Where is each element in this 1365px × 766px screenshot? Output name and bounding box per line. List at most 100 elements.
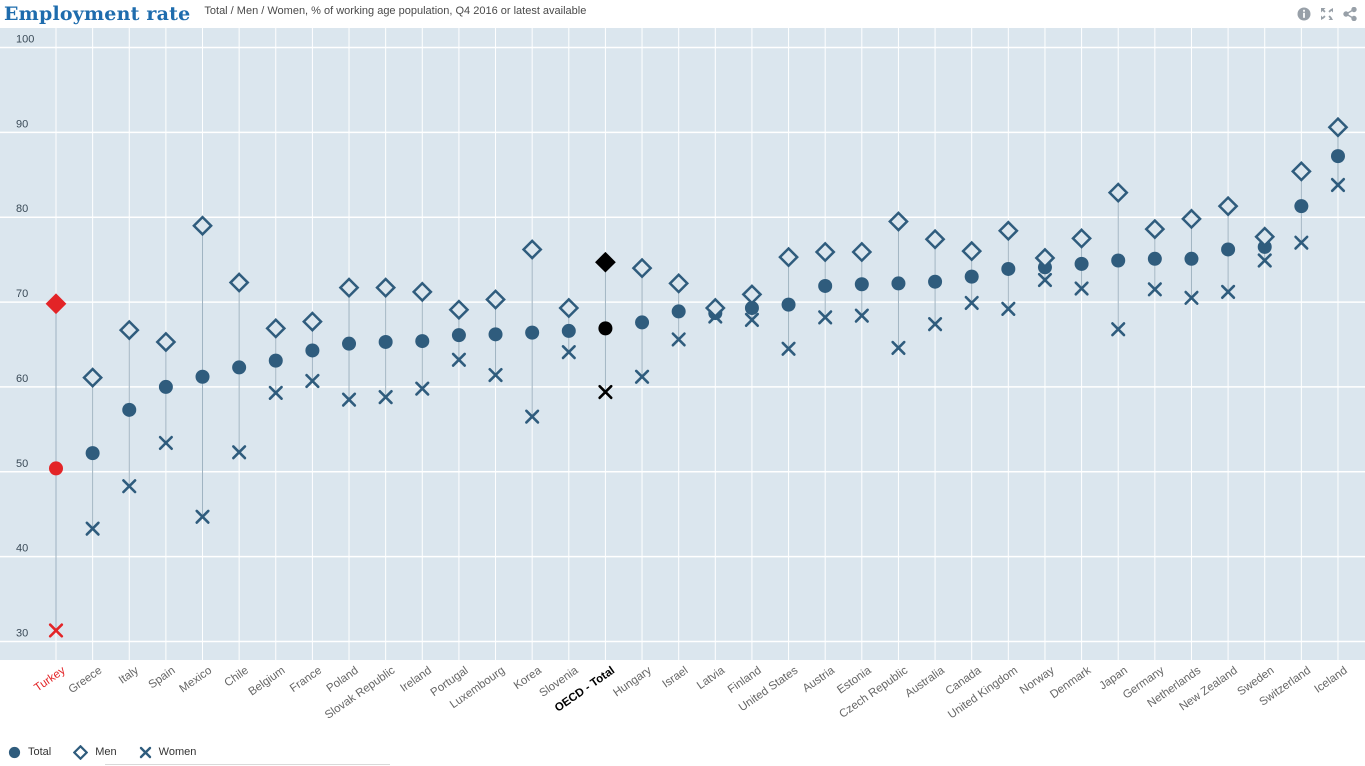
marker-denmark-total[interactable]: [1074, 256, 1089, 271]
share-icon[interactable]: [1343, 7, 1357, 21]
marker-australia-women[interactable]: [927, 317, 943, 332]
marker-iceland-total[interactable]: [1330, 149, 1345, 164]
marker-italy-total[interactable]: [122, 402, 137, 417]
marker-estonia-women[interactable]: [854, 308, 869, 323]
fullscreen-icon[interactable]: [1320, 7, 1334, 21]
marker-oecd-total-men[interactable]: [595, 251, 616, 273]
marker-belgium-total[interactable]: [268, 353, 283, 368]
marker-ireland-total[interactable]: [415, 334, 430, 349]
legend-item-men[interactable]: Men: [73, 744, 117, 760]
marker-luxembourg-men[interactable]: [485, 289, 506, 310]
marker-hungary-women[interactable]: [634, 369, 650, 384]
marker-slovenia-women[interactable]: [561, 345, 576, 360]
marker-norway-women[interactable]: [1037, 272, 1053, 288]
marker-ireland-men[interactable]: [411, 281, 433, 303]
marker-australia-men[interactable]: [924, 228, 946, 250]
marker-canada-men[interactable]: [961, 240, 983, 262]
marker-united-kingdom-women[interactable]: [1001, 301, 1016, 316]
marker-turkey-total[interactable]: [49, 461, 63, 476]
marker-slovak-republic-women[interactable]: [378, 390, 393, 405]
marker-switzerland-men[interactable]: [1290, 161, 1312, 182]
marker-canada-women[interactable]: [964, 295, 979, 311]
marker-slovenia-men[interactable]: [558, 297, 580, 319]
marker-israel-men[interactable]: [668, 273, 690, 294]
marker-spain-total[interactable]: [158, 379, 173, 394]
marker-hungary-total[interactable]: [635, 315, 650, 330]
marker-spain-women[interactable]: [158, 435, 173, 451]
marker-slovenia-total[interactable]: [561, 323, 576, 338]
marker-iceland-men[interactable]: [1327, 116, 1349, 138]
marker-belgium-men[interactable]: [265, 318, 287, 339]
marker-japan-women[interactable]: [1111, 322, 1126, 337]
marker-sweden-men[interactable]: [1254, 226, 1276, 248]
marker-netherlands-men[interactable]: [1181, 208, 1202, 230]
marker-czech-republic-men[interactable]: [888, 211, 909, 232]
marker-france-men[interactable]: [302, 311, 323, 332]
marker-austria-women[interactable]: [818, 310, 833, 325]
marker-belgium-women[interactable]: [268, 385, 283, 400]
legend-item-total[interactable]: Total: [8, 746, 51, 759]
marker-germany-women[interactable]: [1147, 282, 1162, 297]
marker-hungary-men[interactable]: [631, 257, 653, 279]
marker-estonia-total[interactable]: [854, 277, 869, 292]
marker-portugal-women[interactable]: [451, 352, 467, 367]
marker-greece-women[interactable]: [85, 521, 100, 536]
marker-netherlands-total[interactable]: [1184, 251, 1199, 266]
marker-iceland-women[interactable]: [1330, 177, 1346, 193]
marker-korea-men[interactable]: [521, 239, 543, 260]
marker-denmark-men[interactable]: [1071, 228, 1092, 249]
marker-finland-total[interactable]: [744, 301, 759, 316]
marker-greece-men[interactable]: [82, 367, 103, 388]
marker-slovak-republic-total[interactable]: [378, 334, 393, 349]
marker-austria-men[interactable]: [814, 241, 836, 263]
marker-new-zealand-total[interactable]: [1221, 242, 1236, 257]
marker-switzerland-total[interactable]: [1294, 199, 1309, 214]
marker-czech-republic-total[interactable]: [891, 276, 906, 291]
marker-france-total[interactable]: [305, 343, 320, 358]
marker-chile-total[interactable]: [232, 360, 247, 375]
marker-ireland-women[interactable]: [415, 381, 430, 396]
marker-poland-total[interactable]: [342, 336, 357, 351]
marker-new-zealand-women[interactable]: [1220, 284, 1236, 299]
marker-united-states-men[interactable]: [778, 246, 799, 268]
marker-spain-men[interactable]: [155, 331, 177, 353]
marker-korea-total[interactable]: [525, 325, 540, 340]
marker-japan-men[interactable]: [1107, 182, 1129, 203]
marker-israel-total[interactable]: [671, 304, 686, 319]
marker-italy-men[interactable]: [118, 319, 140, 341]
marker-netherlands-women[interactable]: [1184, 290, 1199, 305]
marker-italy-women[interactable]: [122, 479, 137, 494]
marker-germany-men[interactable]: [1144, 218, 1166, 240]
marker-czech-republic-women[interactable]: [891, 340, 906, 355]
marker-poland-women[interactable]: [341, 392, 357, 407]
marker-mexico-men[interactable]: [192, 215, 213, 237]
marker-israel-women[interactable]: [671, 332, 686, 347]
marker-finland-women[interactable]: [744, 312, 760, 327]
marker-switzerland-women[interactable]: [1294, 235, 1309, 250]
marker-france-women[interactable]: [305, 373, 320, 389]
marker-turkey-men[interactable]: [45, 293, 67, 315]
marker-portugal-men[interactable]: [448, 299, 470, 321]
marker-germany-total[interactable]: [1147, 251, 1162, 266]
marker-oecd-total-women[interactable]: [598, 384, 613, 400]
legend-item-women[interactable]: Women: [139, 746, 196, 759]
marker-united-states-women[interactable]: [781, 341, 796, 356]
marker-mexico-women[interactable]: [195, 509, 210, 524]
marker-luxembourg-women[interactable]: [488, 367, 503, 383]
marker-norway-men[interactable]: [1034, 247, 1056, 269]
marker-mexico-total[interactable]: [195, 369, 210, 384]
marker-united-kingdom-total[interactable]: [1001, 261, 1016, 276]
marker-turkey-women[interactable]: [48, 623, 64, 638]
marker-austria-total[interactable]: [818, 278, 833, 293]
marker-greece-total[interactable]: [85, 446, 100, 461]
marker-portugal-total[interactable]: [451, 328, 466, 343]
marker-luxembourg-total[interactable]: [488, 327, 503, 342]
info-icon[interactable]: [1297, 7, 1311, 21]
marker-sweden-women[interactable]: [1257, 253, 1272, 268]
marker-australia-total[interactable]: [928, 274, 943, 289]
marker-united-kingdom-men[interactable]: [997, 220, 1019, 242]
marker-new-zealand-men[interactable]: [1217, 195, 1239, 217]
marker-latvia-women[interactable]: [708, 309, 723, 324]
marker-canada-total[interactable]: [964, 269, 979, 284]
